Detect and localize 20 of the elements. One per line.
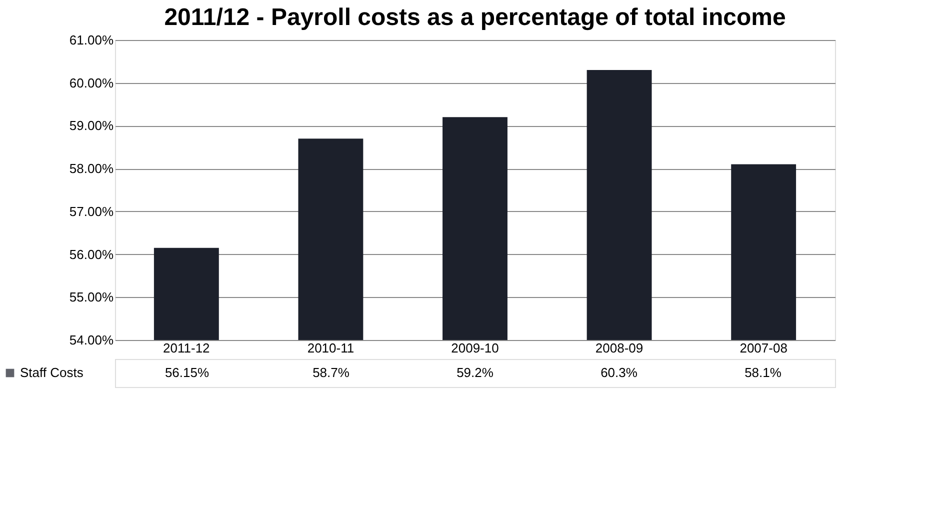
y-tick-label: 59.00% [69,118,114,134]
data-label: 56.15% [164,365,210,380]
x-tick-label: 2011-12 [163,340,210,356]
y-tick-label: 56.00% [69,246,114,262]
data-label: 58.1% [744,365,782,380]
x-tick-label: 2007-08 [740,340,788,356]
y-tick-label: 61.00% [69,32,114,48]
y-tick-label: 55.00% [69,290,114,305]
data-label: 58.7% [312,365,350,380]
data-label: 59.2% [456,365,494,380]
data-label: 60.3% [600,365,638,380]
y-tick-label: 54.00% [69,332,114,348]
legend-label: Staff Costs [20,365,84,380]
y-tick-label: 58.00% [69,161,114,176]
x-tick-label: 2009-10 [451,340,499,356]
y-tick-label: 60.00% [69,75,114,90]
chart-title: 2011/12 - Payroll costs as a percentage of total income [164,4,786,31]
x-tick-label: 2010-11 [307,340,354,356]
y-tick-label: 57.00% [69,204,114,219]
x-tick-label: 2008-09 [595,340,644,356]
